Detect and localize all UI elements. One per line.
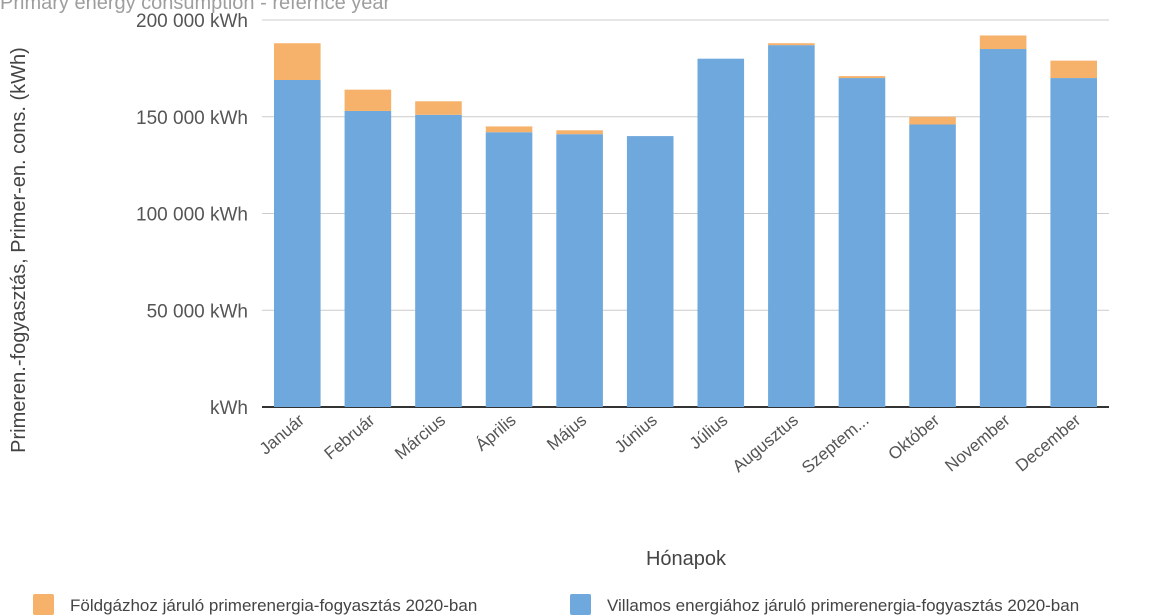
chart-title: Primary energy consumption - refernce ye… xyxy=(0,0,390,14)
x-tick-label: Április xyxy=(472,411,520,455)
x-tick-label: November xyxy=(941,410,1014,475)
x-tick-label: Július xyxy=(686,411,732,453)
y-tick-label: 200 000 kWh xyxy=(136,11,248,32)
legend-swatch xyxy=(33,594,54,615)
bar-natural-gas xyxy=(979,35,1027,50)
bar-electricity xyxy=(838,78,886,408)
bar-electricity xyxy=(1050,78,1098,408)
bar-natural-gas xyxy=(1050,60,1098,79)
x-tick-label: Február xyxy=(321,410,379,463)
bar-natural-gas xyxy=(909,116,956,125)
x-tick-label: Május xyxy=(543,411,590,455)
x-axis-title: Hónapok xyxy=(646,548,727,570)
bar-natural-gas xyxy=(838,76,886,79)
legend-label: Földgázhoz járuló primerenergia-fogyaszt… xyxy=(70,596,477,615)
legend-label: Villamos energiához járuló primerenergia… xyxy=(607,596,1079,615)
grid-lines xyxy=(262,19,1109,408)
x-tick-label: Június xyxy=(611,411,661,457)
y-tick-label: 100 000 kWh xyxy=(136,205,248,226)
bar-electricity xyxy=(344,110,392,407)
bar-electricity xyxy=(909,124,956,408)
x-tick-label: Március xyxy=(391,411,449,464)
legend-swatch xyxy=(570,594,591,615)
x-tick-label: December xyxy=(1012,410,1085,475)
y-tick-label: kWh xyxy=(210,398,248,419)
bar-electricity xyxy=(697,58,745,407)
bar-natural-gas xyxy=(768,43,815,46)
bar-electricity xyxy=(415,114,462,407)
y-tick-label: 50 000 kWh xyxy=(147,301,248,322)
bar-natural-gas xyxy=(273,43,321,80)
bar-natural-gas xyxy=(344,89,392,111)
x-tick-label: Október xyxy=(885,410,944,464)
bar-electricity xyxy=(556,134,603,408)
y-axis-title: Primeren.-fogyasztás, Primer-en. cons. (… xyxy=(8,47,30,453)
bar-natural-gas xyxy=(415,101,462,115)
bar-electricity xyxy=(979,49,1027,408)
y-axis-ticks: kWh 50 000 kWh 100 000 kWh 150 000 kWh 200 0… xyxy=(136,11,248,419)
legend: Földgázhoz járuló primerenergia-fogyaszt… xyxy=(33,594,1079,615)
bar-natural-gas xyxy=(485,126,533,133)
bar-electricity xyxy=(273,79,321,408)
x-tick-label: Szeptem... xyxy=(798,411,872,478)
x-tick-label: Augusztus xyxy=(729,411,802,477)
x-tick-label: Január xyxy=(256,410,308,458)
x-axis-ticks: Január Február Március Április Május Június Jú… xyxy=(256,410,1085,477)
y-tick-label: 150 000 kWh xyxy=(136,108,248,129)
bar-natural-gas xyxy=(556,130,603,135)
bar-electricity xyxy=(626,136,674,407)
bars xyxy=(273,35,1098,408)
bar-electricity xyxy=(768,45,815,407)
bar-electricity xyxy=(485,132,533,408)
